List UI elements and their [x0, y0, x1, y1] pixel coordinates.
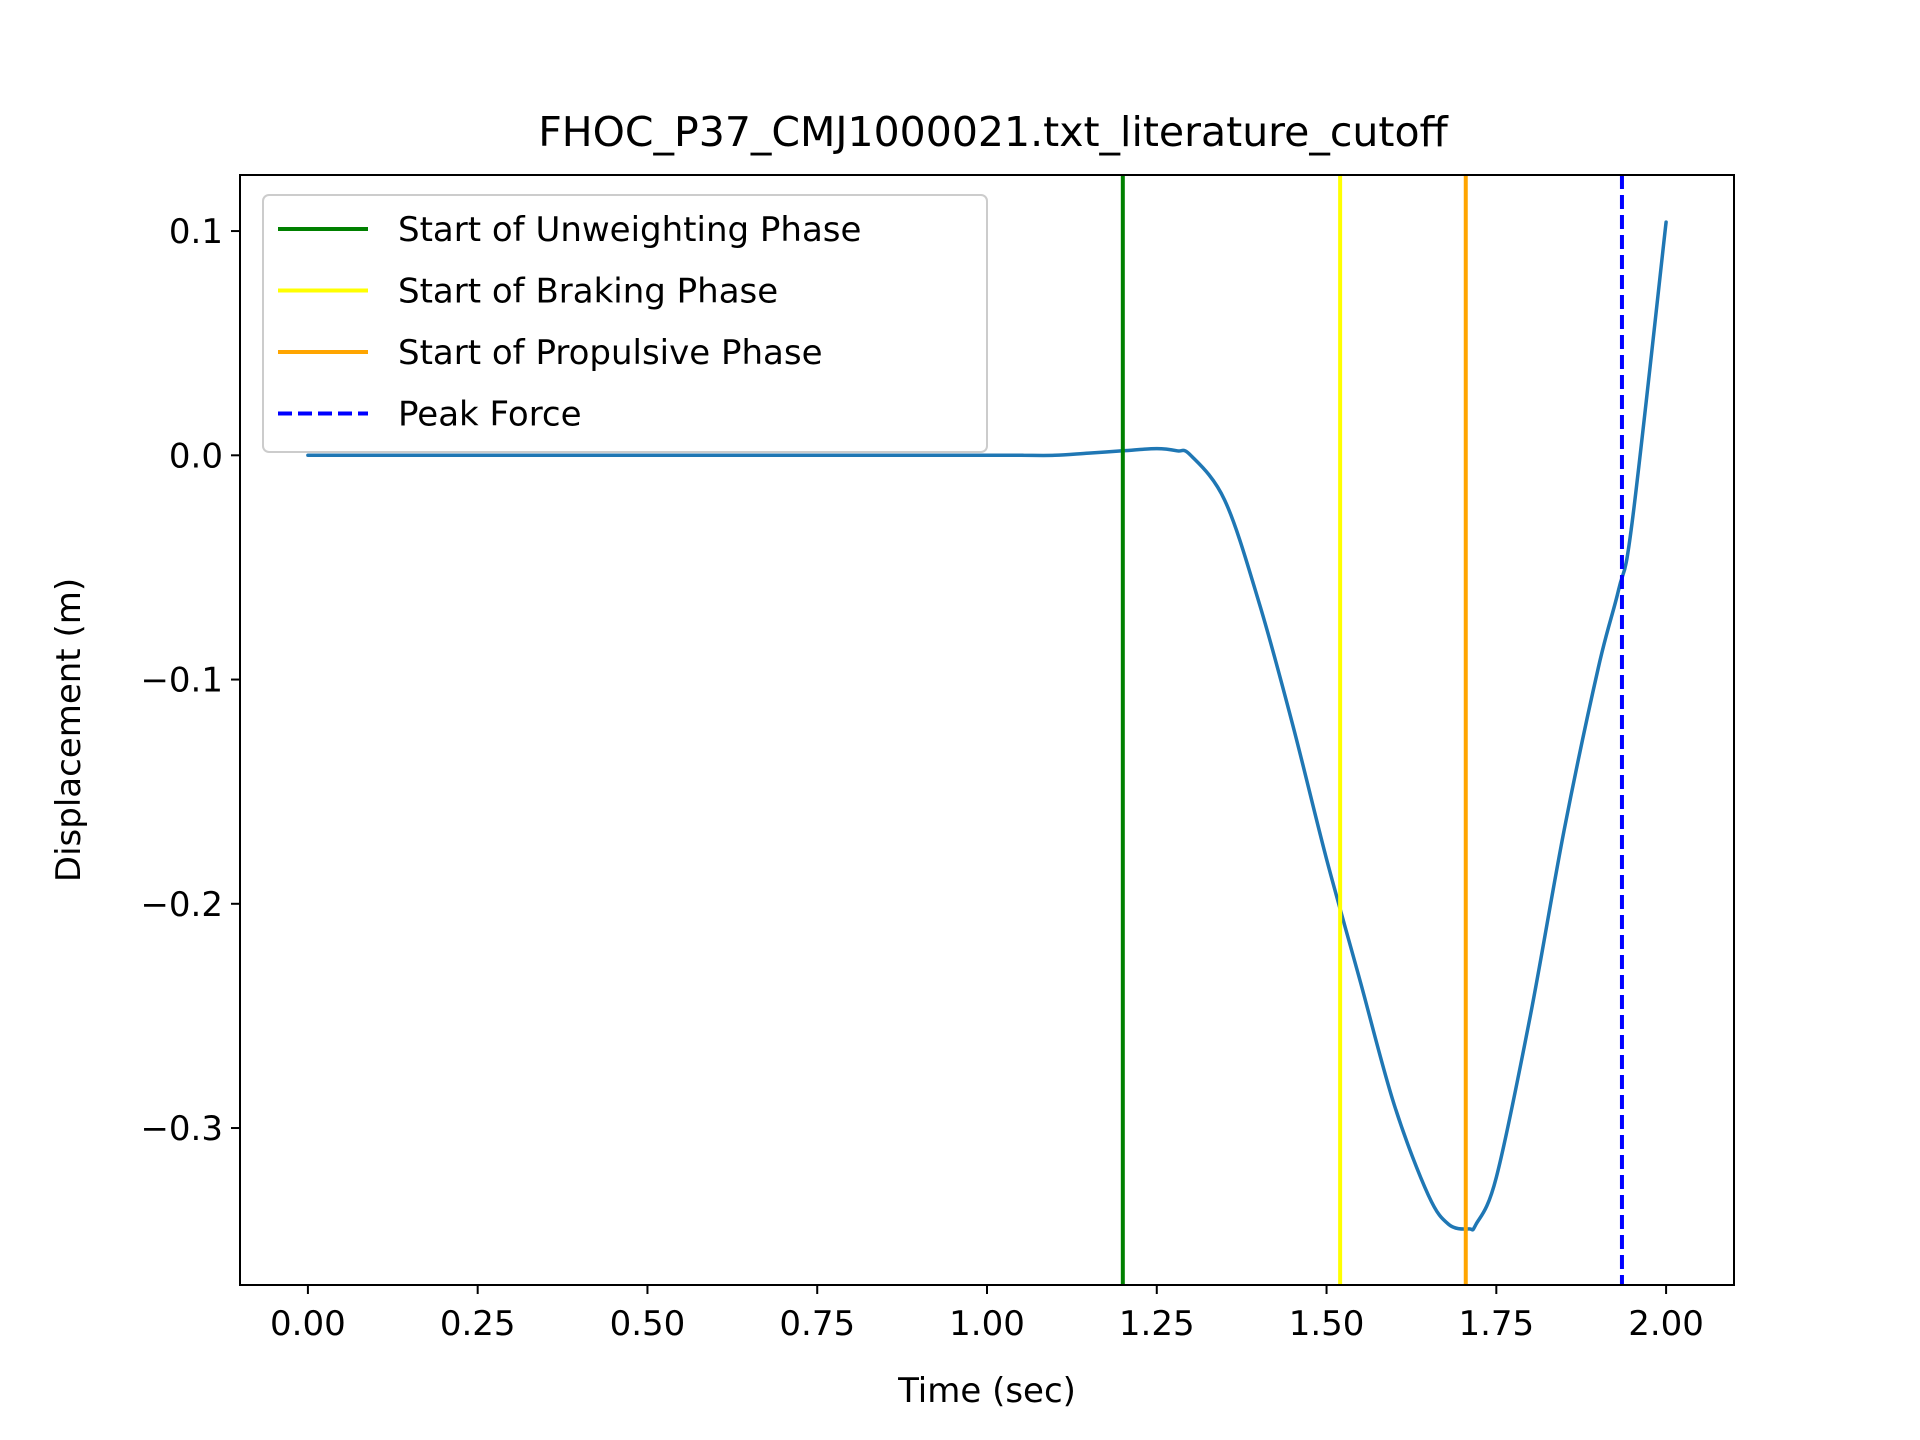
- chart-title: FHOC_P37_CMJ1000021.txt_literature_cutof…: [538, 108, 1449, 156]
- axes-frame: [239, 174, 1735, 1286]
- x-axis-label: Time (sec): [897, 1371, 1076, 1411]
- x-axis: 0.00 0.25 0.50 0.75 1.00 1.25 1.50 1.75 2.00: [270, 1285, 1704, 1344]
- legend: Start of Unweighting Phase Start of Braki…: [262, 194, 988, 453]
- y-tick-label: −0.1: [140, 661, 223, 701]
- y-axis-label: Displacement (m): [49, 578, 89, 882]
- plot-area: [306, 175, 1668, 1285]
- x-tick-label: 0.25: [440, 1304, 516, 1344]
- y-tick-label: −0.3: [140, 1109, 223, 1149]
- x-tick-label: 1.00: [949, 1304, 1025, 1344]
- x-tick-label: 2.00: [1628, 1304, 1704, 1344]
- x-tick-label: 1.50: [1289, 1304, 1365, 1344]
- y-tick-label: 0.0: [169, 436, 223, 476]
- x-tick-label: 1.25: [1119, 1304, 1195, 1344]
- y-tick-label: −0.2: [140, 885, 223, 925]
- legend-label: Peak Force: [398, 395, 582, 435]
- legend-label: Start of Unweighting Phase: [398, 210, 861, 250]
- legend-label: Start of Braking Phase: [398, 272, 778, 312]
- y-tick-label: 0.1: [169, 212, 223, 252]
- x-tick-label: 0.00: [270, 1304, 346, 1344]
- displacement-series-line: [306, 220, 1668, 1232]
- x-tick-label: 0.75: [779, 1304, 855, 1344]
- legend-box: [262, 194, 988, 453]
- x-tick-label: 1.75: [1458, 1304, 1534, 1344]
- legend-label: Start of Propulsive Phase: [398, 333, 823, 373]
- x-tick-label: 0.50: [610, 1304, 686, 1344]
- y-axis: 0.1 0.0 −0.1 −0.2 −0.3: [140, 212, 240, 1149]
